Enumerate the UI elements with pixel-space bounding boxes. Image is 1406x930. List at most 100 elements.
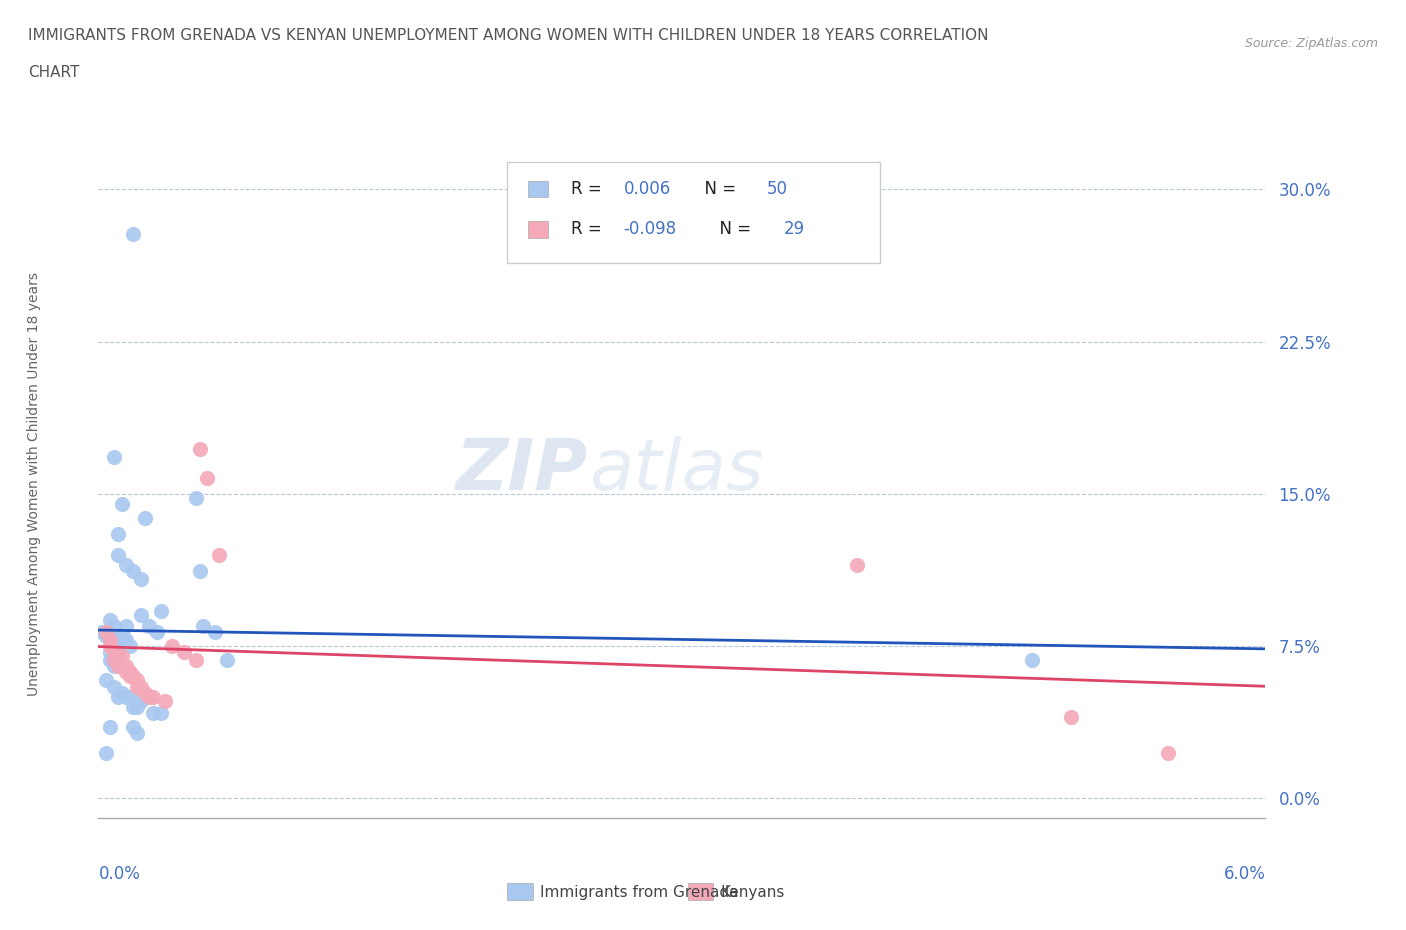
Text: -0.098: -0.098 (623, 220, 676, 238)
Point (98, 632, 121, 647)
Text: 29: 29 (783, 220, 804, 238)
Point (98, 639, 121, 654)
Point (114, 632, 136, 647)
Point (127, 725, 149, 740)
Point (149, 604, 172, 618)
Point (107, 629, 129, 644)
Point (114, 618, 136, 633)
Point (1060, 710, 1083, 724)
Point (149, 706, 172, 721)
Point (103, 639, 125, 654)
Point (127, 679, 149, 694)
Point (118, 669, 141, 684)
Point (107, 547, 129, 562)
Point (114, 557, 136, 572)
Text: 0.006: 0.006 (623, 180, 671, 198)
Point (134, 511, 156, 525)
Point (122, 669, 145, 684)
Bar (506, 884, 533, 900)
Point (111, 648, 134, 663)
Point (153, 693, 176, 708)
Point (127, 699, 149, 714)
Point (162, 639, 184, 654)
Point (184, 653, 207, 668)
Point (98, 612, 121, 627)
Point (98, 653, 121, 668)
Point (138, 618, 160, 633)
Bar (688, 884, 713, 900)
Text: Immigrants from Grenada: Immigrants from Grenada (540, 884, 738, 899)
Point (208, 547, 231, 562)
Text: CHART: CHART (28, 65, 80, 80)
Point (118, 665, 141, 680)
Text: 6.0%: 6.0% (1223, 865, 1265, 884)
Point (138, 689, 160, 704)
Point (188, 442, 211, 457)
Point (215, 653, 238, 668)
Text: Kenyans: Kenyans (720, 884, 785, 899)
Point (173, 644, 195, 659)
Point (118, 689, 141, 704)
Point (103, 648, 125, 663)
Point (129, 679, 152, 694)
Text: N =: N = (709, 220, 756, 238)
Point (107, 648, 129, 663)
Point (204, 624, 226, 639)
Point (96, 746, 118, 761)
Point (114, 689, 136, 704)
Text: IMMIGRANTS FROM GRENADA VS KENYAN UNEMPLOYMENT AMONG WOMEN WITH CHILDREN UNDER 1: IMMIGRANTS FROM GRENADA VS KENYAN UNEMPL… (28, 28, 988, 43)
Point (107, 689, 129, 704)
Point (118, 639, 141, 654)
Point (96, 629, 118, 644)
Point (98, 644, 121, 659)
Text: 50: 50 (768, 180, 789, 198)
Point (142, 689, 165, 704)
Point (129, 608, 152, 623)
Text: N =: N = (693, 180, 741, 198)
Point (103, 618, 125, 633)
Point (193, 618, 215, 633)
Point (129, 572, 152, 587)
Point (114, 665, 136, 680)
Text: 0.0%: 0.0% (98, 865, 141, 884)
Point (103, 644, 125, 659)
Point (122, 227, 145, 242)
Point (127, 673, 149, 688)
Bar (527, 180, 548, 197)
Point (114, 658, 136, 673)
Point (103, 679, 125, 694)
Point (103, 658, 125, 673)
Point (1157, 746, 1180, 761)
Point (96, 624, 118, 639)
Point (845, 557, 868, 572)
Point (122, 699, 145, 714)
Point (107, 644, 129, 659)
Point (107, 658, 129, 673)
Point (195, 470, 218, 485)
Point (107, 527, 129, 542)
Point (111, 685, 134, 700)
Bar (527, 220, 548, 237)
Point (184, 490, 207, 505)
Point (96, 673, 118, 688)
Text: Source: ZipAtlas.com: Source: ZipAtlas.com (1244, 37, 1378, 50)
Text: Unemployment Among Women with Children Under 18 years: Unemployment Among Women with Children U… (27, 272, 41, 696)
Point (91, 624, 114, 639)
Point (103, 653, 125, 668)
Point (142, 706, 165, 721)
FancyBboxPatch shape (506, 162, 880, 262)
Text: ZIP: ZIP (457, 436, 589, 505)
Point (103, 450, 125, 465)
Point (129, 693, 152, 708)
Point (122, 720, 145, 735)
Point (98, 632, 121, 647)
Point (111, 497, 134, 512)
Point (1021, 653, 1043, 668)
Point (111, 629, 134, 644)
Point (122, 564, 145, 578)
Point (146, 624, 169, 639)
Text: R =: R = (571, 220, 607, 238)
Text: R =: R = (571, 180, 607, 198)
Point (134, 685, 156, 700)
Point (98, 720, 121, 735)
